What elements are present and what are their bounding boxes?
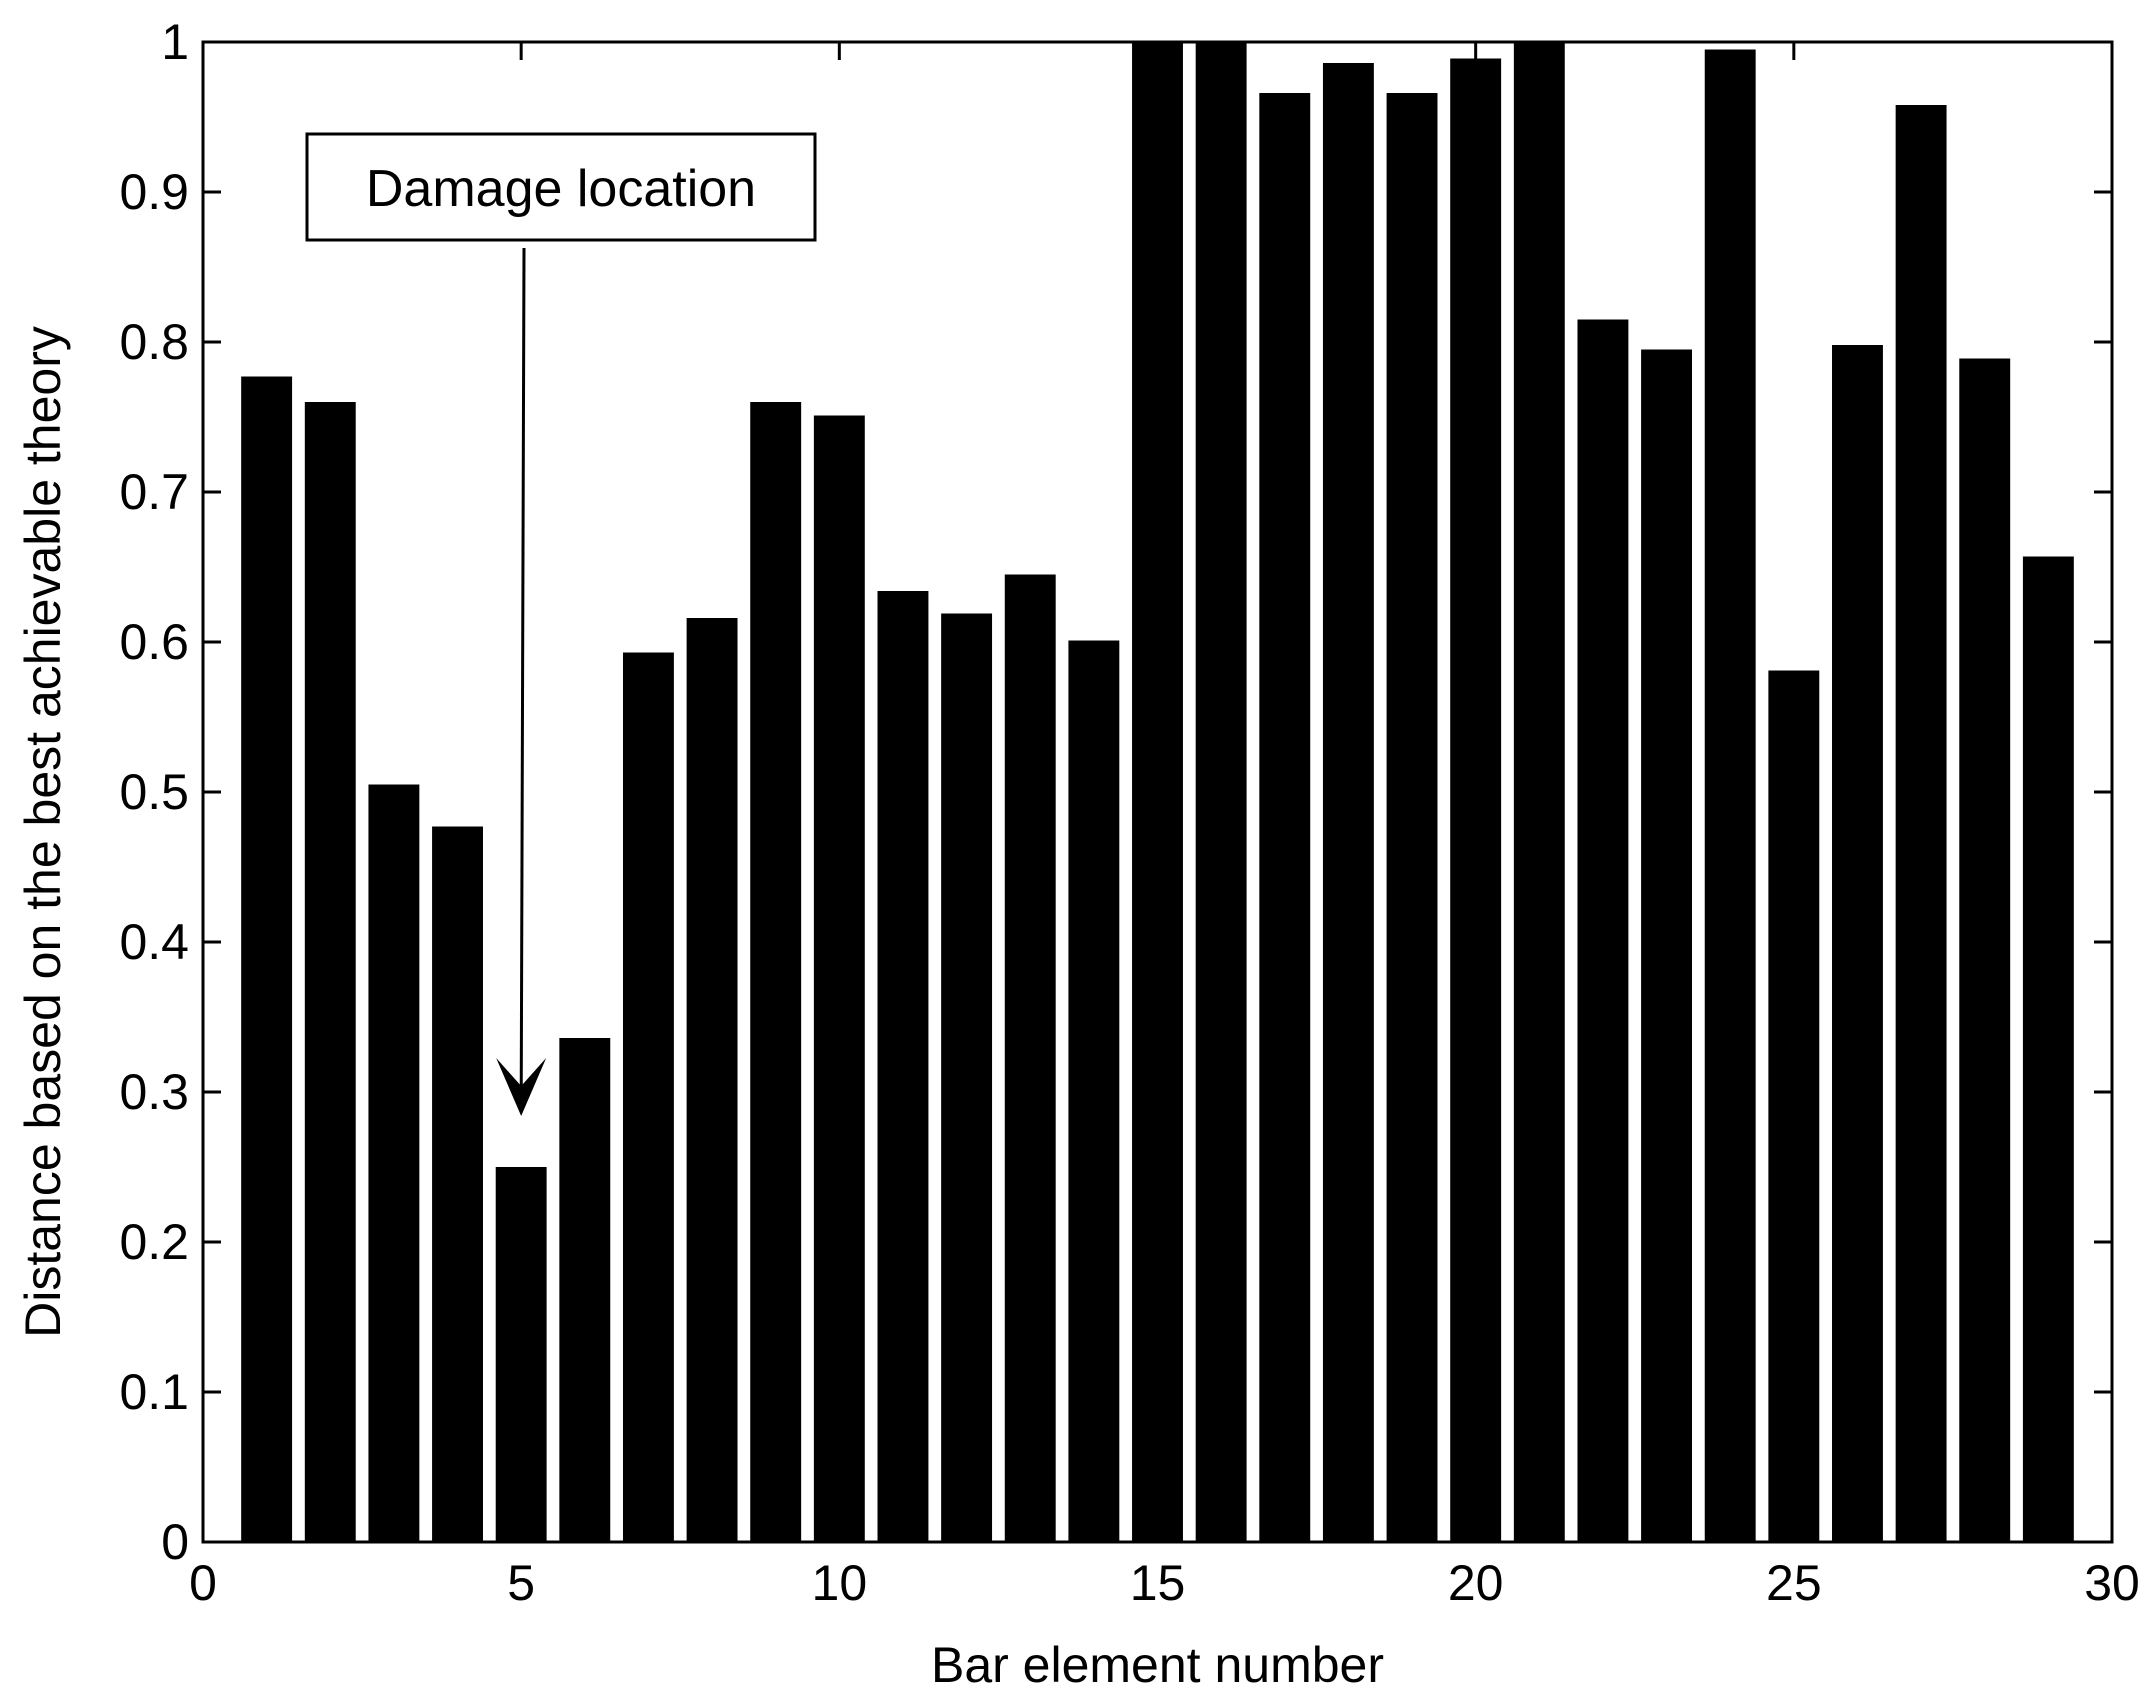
bar-3 [368, 784, 420, 1542]
x-tick-label: 0 [189, 1555, 217, 1611]
bar-16 [1195, 42, 1247, 1542]
bar-21 [1513, 42, 1565, 1542]
y-tick-label: 0.7 [119, 464, 189, 520]
annotation-arrow-line [519, 247, 526, 1109]
y-tick-label: 0.3 [119, 1064, 189, 1120]
bar-15 [1132, 42, 1183, 1542]
bars-group [241, 42, 2074, 1542]
bar-6 [559, 1038, 611, 1542]
x-tick-label: 30 [2084, 1555, 2140, 1611]
y-tick-label: 0.4 [119, 914, 189, 970]
bar-9 [750, 402, 802, 1542]
y-tick-label: 0.6 [119, 614, 189, 670]
y-tick-labels: 0 0.1 0.2 0.3 0.4 0.5 0.6 0.7 0.8 0.9 1 [119, 14, 189, 1570]
bar-26 [1832, 345, 1883, 1542]
annotation-arrow-head [496, 1058, 547, 1116]
bar-12 [941, 613, 993, 1542]
y-tick-label: 0.2 [119, 1214, 189, 1270]
bar-27 [1895, 105, 1947, 1542]
bar-20 [1450, 58, 1502, 1542]
y-tick-label: 1 [161, 14, 189, 70]
bar-14 [1068, 640, 1120, 1542]
x-axis-label: Bar element number [931, 1637, 1384, 1693]
annotation-box [305, 132, 817, 242]
ticks-group [201, 40, 2114, 1544]
bar-17 [1259, 93, 1311, 1542]
y-tick-label: 0.1 [119, 1364, 189, 1420]
bar-22 [1577, 319, 1629, 1542]
bar-11 [877, 591, 929, 1542]
bar-1 [241, 376, 293, 1542]
x-tick-label: 10 [812, 1555, 868, 1611]
bar-18 [1322, 63, 1374, 1542]
y-tick-label: 0.8 [119, 314, 189, 370]
bar-23 [1641, 349, 1693, 1542]
bar-13 [1004, 574, 1056, 1542]
bar-19 [1386, 93, 1438, 1542]
x-tick-label: 5 [507, 1555, 535, 1611]
bar-28 [1959, 358, 2011, 1542]
x-tick-label: 15 [1130, 1555, 1186, 1611]
y-tick-label: 0.5 [119, 764, 189, 820]
damage-annotation: Damage location [305, 132, 817, 1116]
bar-24 [1704, 49, 1756, 1542]
bar-2 [304, 402, 356, 1542]
bar-10 [813, 415, 865, 1542]
x-tick-labels: 0 5 10 15 20 25 30 [189, 1555, 2140, 1611]
bar-4 [432, 826, 483, 1542]
bar-25 [1768, 670, 1820, 1542]
annotation-text: Damage location [366, 160, 756, 218]
y-tick-label: 0.9 [119, 164, 189, 220]
x-tick-label: 20 [1448, 1555, 1504, 1611]
bar-7 [622, 652, 674, 1542]
y-tick-label: 0 [161, 1514, 189, 1570]
x-tick-label: 25 [1766, 1555, 1822, 1611]
y-axis-label: Distance based on the best achievable th… [15, 326, 71, 1338]
bar-29 [2022, 556, 2074, 1542]
bar-8 [686, 618, 738, 1542]
bar-5 [495, 1167, 547, 1542]
